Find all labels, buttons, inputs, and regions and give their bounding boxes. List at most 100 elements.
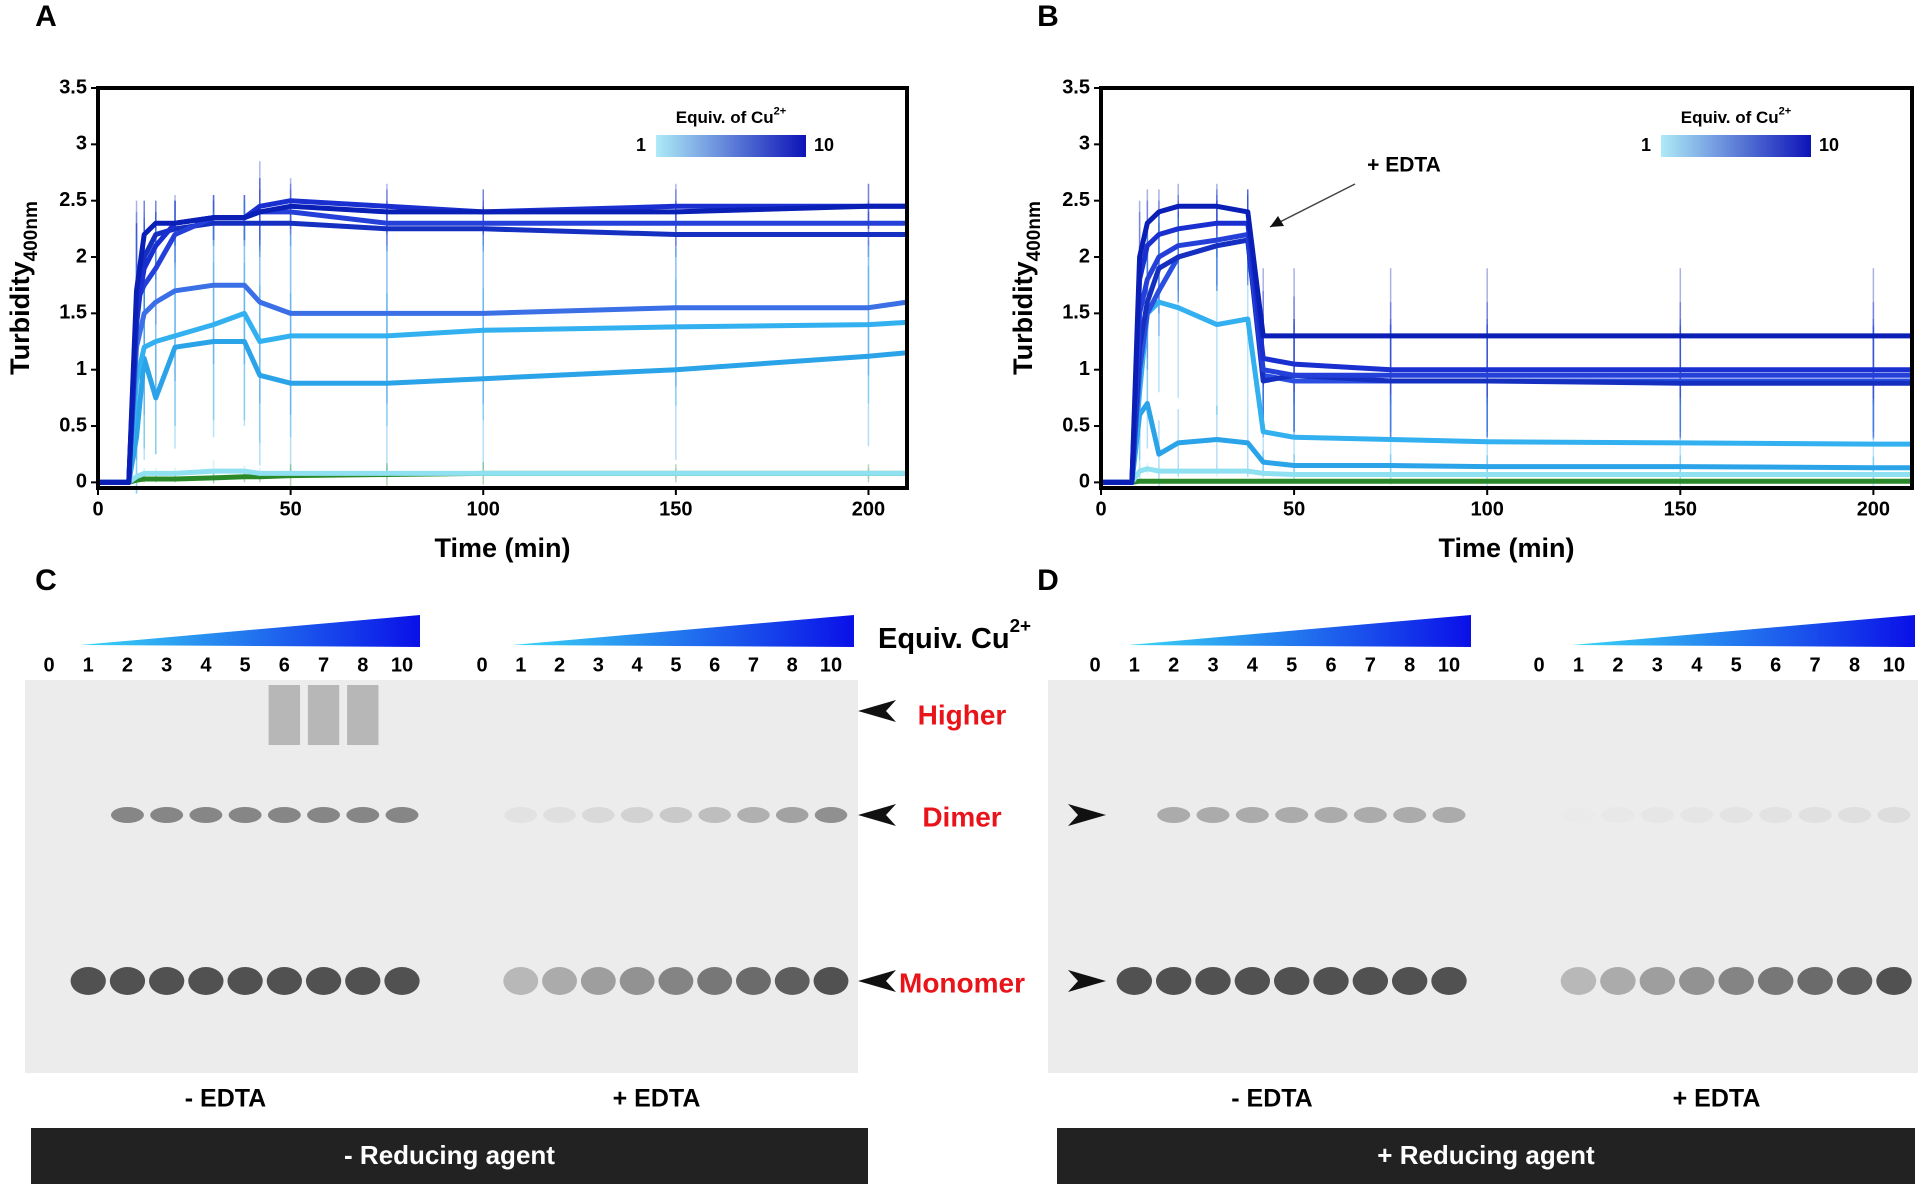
monomer-band [1234, 967, 1271, 995]
series-line [98, 220, 907, 485]
lane-label: 2 [1612, 654, 1623, 676]
monomer-band [1836, 967, 1873, 995]
plot-frame [1099, 86, 1914, 490]
monomer-band [1273, 967, 1310, 995]
lane-label: 3 [1207, 654, 1218, 676]
concentration-wedge [1128, 615, 1471, 647]
series-line [98, 468, 907, 485]
panel-label: C [35, 564, 57, 597]
y-axis-label-sub: 400nm [1024, 201, 1045, 261]
dimer-band [1601, 807, 1634, 823]
lane-label: 8 [787, 654, 798, 676]
lane-label: 5 [670, 654, 681, 676]
condition-label: + EDTA [1673, 1085, 1761, 1113]
dimer-band [620, 807, 654, 823]
monomer-band [1876, 967, 1912, 995]
monomer-band [1679, 967, 1715, 995]
dimer-band [659, 807, 693, 823]
y-tick-label: 3 [1079, 133, 1090, 155]
lane-label: 4 [632, 654, 644, 676]
y-axis-label-main: Turbidity [5, 261, 35, 374]
colorbar-tick-label: 1 [636, 135, 646, 155]
band-arrowhead [1068, 804, 1106, 826]
monomer-band [658, 967, 694, 995]
dimer-band [307, 807, 341, 823]
y-tick-label: 2.5 [1062, 189, 1090, 211]
dimer-band [1353, 807, 1387, 823]
lane-label: 2 [554, 654, 565, 676]
lane-label: 3 [1652, 654, 1663, 676]
gradient-label: Equiv. Cu2+ [878, 615, 1031, 655]
lane-label: 7 [318, 654, 329, 676]
gradient-label-main: Equiv. Cu [878, 623, 1010, 655]
series-line [1101, 203, 1912, 485]
lane-label: 1 [1129, 654, 1140, 676]
dimer-band [1432, 807, 1466, 823]
dimer-band [189, 807, 223, 823]
lane-label: 6 [279, 654, 290, 676]
y-tick-label: 3 [76, 133, 87, 155]
lane-label: 1 [83, 654, 94, 676]
condition-label: - EDTA [1231, 1085, 1312, 1113]
lane-label: 8 [1849, 654, 1860, 676]
dimer-band [1877, 807, 1911, 823]
monomer-band [109, 967, 146, 995]
annotation-arrow [1269, 183, 1356, 228]
reducing-label: + Reducing agent [1377, 1140, 1595, 1170]
gel-image [1048, 680, 1918, 1073]
dimer-band [582, 807, 615, 823]
panel-label: D [1037, 564, 1059, 597]
lane-label: 0 [476, 654, 487, 676]
lane-label: 6 [1325, 654, 1336, 676]
dimer-band [1275, 807, 1309, 823]
y-tick-label: 0 [76, 471, 87, 493]
y-tick-label: 0.5 [59, 414, 87, 436]
y-tick-label: 1.5 [59, 302, 87, 324]
y-tick-label: 0 [1079, 471, 1090, 493]
lane-label: 3 [593, 654, 604, 676]
concentration-wedge [512, 615, 854, 647]
band-label: Monomer [899, 967, 1025, 998]
band-arrowhead [1068, 970, 1106, 992]
lane-label: 0 [1533, 654, 1544, 676]
colorbar-tick-label: 1 [1641, 135, 1651, 155]
gel-image [25, 680, 858, 1073]
lane-label: 5 [1286, 654, 1297, 676]
monomer-band [384, 967, 420, 995]
lane-label: 4 [1247, 654, 1259, 676]
condition-label: - EDTA [185, 1085, 266, 1113]
dimer-band [814, 807, 848, 823]
x-tick-label: 50 [1283, 498, 1305, 520]
monomer-band [1352, 967, 1389, 995]
y-tick-label: 2 [1079, 245, 1090, 267]
lane-label: 4 [1691, 654, 1703, 676]
dimer-band [150, 807, 184, 823]
colorbar-title: Equiv. of Cu2+ [1681, 105, 1792, 127]
monomer-band [1195, 967, 1231, 995]
colorbar-title-sup: 2+ [774, 105, 787, 117]
dimer-band [267, 807, 301, 823]
colorbar [1661, 135, 1811, 157]
lane-label: 5 [1731, 654, 1742, 676]
annotation-arrowhead [1270, 216, 1284, 227]
band-arrowhead [858, 970, 896, 992]
lane-label: 0 [43, 654, 54, 676]
lane-label: 6 [709, 654, 720, 676]
dimer-band [1562, 807, 1595, 823]
colorbar-title: Equiv. of Cu2+ [676, 105, 787, 127]
monomer-band [542, 967, 578, 995]
lane-label: 3 [161, 654, 172, 676]
lane-label: 4 [200, 654, 212, 676]
series-line [98, 339, 908, 485]
lane-label: 6 [1770, 654, 1781, 676]
dimer-band [1314, 807, 1348, 823]
dimer-band [1157, 807, 1191, 823]
x-tick-label: 50 [279, 498, 301, 520]
x-tick-label: 150 [1664, 498, 1697, 520]
reducing-bar [1057, 1128, 1915, 1184]
lane-label: 7 [1365, 654, 1376, 676]
y-tick-label: 1 [76, 358, 87, 380]
monomer-band [774, 967, 810, 995]
monomer-band [345, 967, 381, 995]
